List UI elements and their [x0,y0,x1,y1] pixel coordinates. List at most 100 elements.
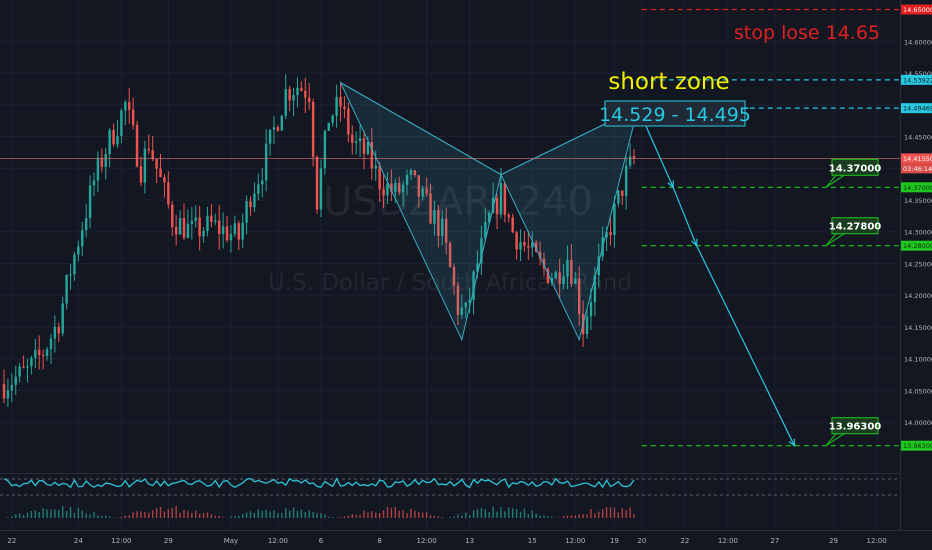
candle-body [460,307,464,316]
price-tick-label: 14.15000 [904,324,932,332]
stop-loss-text: stop lose 14.65 [734,22,880,44]
histogram-bar [410,508,412,518]
histogram-bar [465,512,467,518]
histogram-bar [234,515,236,518]
time-tick-label: 12:00 [718,537,738,545]
candle-body [441,218,444,237]
candle-body [542,258,546,269]
candle-body [519,242,522,250]
candle-body [550,278,554,283]
candle-body [159,168,162,178]
histogram-bar [598,511,600,518]
price-tick-label: 14.25000 [904,260,932,268]
candle-body [88,185,92,219]
histogram-bar [175,506,177,518]
candle-body [339,96,342,107]
histogram-bar [433,515,436,518]
candle-body [304,90,307,98]
histogram-bar [551,516,553,518]
histogram-bar [253,512,256,518]
histogram-bar [144,511,146,518]
candle-body [120,110,123,136]
candle-body [245,201,248,223]
target-label-text: 14.37000 [829,163,882,174]
target-axis-tag: 13.96300 [903,442,932,450]
histogram-bar [531,510,533,518]
candle-body [507,214,510,218]
histogram-bar [128,515,130,518]
histogram-bar [398,510,400,518]
histogram-bar [359,514,361,518]
target-label-box [831,417,879,435]
osc-line [3,477,635,489]
time-tick-label: 22 [680,537,689,545]
candle-body [10,384,14,391]
histogram-bar [42,508,44,518]
histogram-bar [108,516,111,518]
histogram-bar [195,510,197,518]
candle-body [632,156,636,159]
histogram-bar [206,512,209,518]
target-label-text: 13.96300 [829,422,882,433]
candle-body [488,212,491,223]
candle-body [538,251,542,259]
target-labels: 14.37000 14.27800 13.96300 [825,158,882,447]
histogram-bar [77,508,80,518]
candle-body [155,159,158,169]
histogram-bar [339,516,342,518]
candle-body [311,101,315,157]
candle-body [413,170,417,176]
candle-body [358,138,362,142]
price-tick-label: 14.55000 [904,70,932,78]
countdown-bg [901,163,932,174]
price-levels [0,8,900,447]
candle-body [613,203,616,236]
candle-body [264,143,268,181]
histogram-bar [187,510,189,518]
histogram-bar [625,510,627,518]
candle-body [225,226,229,241]
histogram-bar [328,516,330,518]
candle-body [151,150,154,160]
candle-body [249,201,252,208]
candle-body [61,303,64,334]
candle-body [444,218,448,243]
candle-body [57,326,60,334]
histogram-bar [191,512,193,518]
histogram-bar [257,509,260,518]
candle-body [448,242,452,268]
time-tick-label: 6 [319,537,324,545]
candle-body [558,272,561,285]
candle-body [49,338,53,350]
candle-body [135,124,139,167]
histogram-bar [519,511,522,518]
price-tick-label: 14.20000 [904,292,932,300]
histogram-bar [621,508,623,518]
time-tick-label: 12:00 [268,537,288,545]
time-tick-label: 22 [7,537,16,545]
histogram-bar [105,515,107,518]
time-tick-label: 27 [770,537,779,545]
candle-body [503,183,507,215]
histogram-bar [402,509,404,518]
target-axis-tag-bg [901,182,932,193]
candle-body [77,246,80,255]
histogram-bar [480,508,483,518]
target-label-box [831,158,879,176]
target-callout [825,433,845,447]
histogram-bar [22,514,25,518]
candle-body [124,102,127,111]
price-tick-label: 14.30000 [904,229,932,237]
candle-body [390,183,393,193]
short-zone-title: short zone [608,69,729,95]
histogram-bar [586,514,588,518]
candle-body [491,197,495,213]
histogram-bar [511,508,514,518]
zone-top-axis-tag-bg [901,74,932,85]
candle-body [366,141,370,155]
candle-body [261,180,264,185]
histogram-bar [11,516,13,518]
candle-body [38,349,41,355]
candle-body [394,182,397,193]
